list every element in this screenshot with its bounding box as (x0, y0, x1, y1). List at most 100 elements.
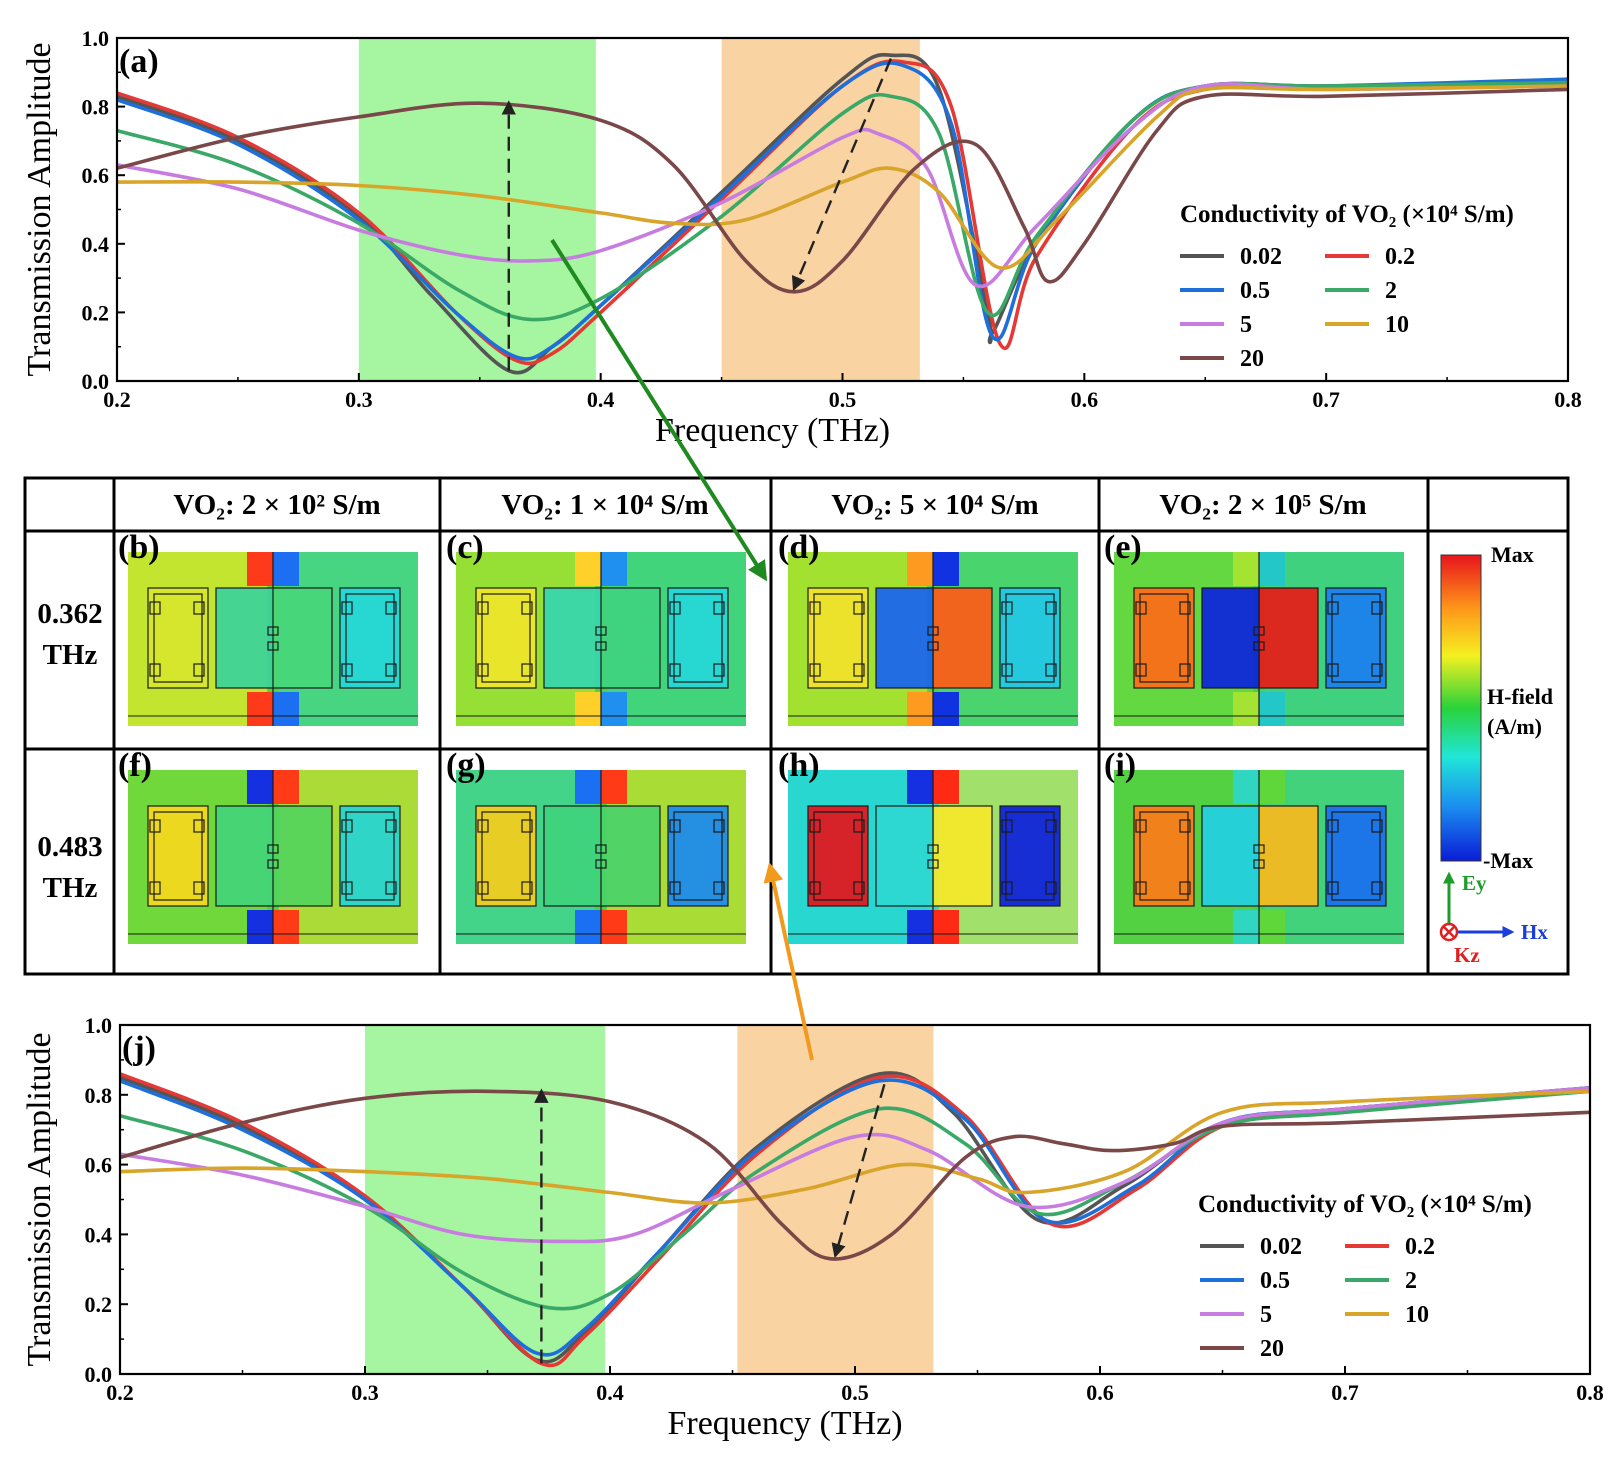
resonator-fill (808, 806, 868, 906)
resonator-tab (385, 819, 397, 833)
field-hotspot-top-left (1233, 552, 1259, 586)
field-hotspot-bottom-right (933, 692, 959, 726)
panel-letter: (j) (122, 1030, 156, 1067)
x-axis-title: Frequency (THz) (667, 1405, 902, 1442)
resonator-fill (544, 806, 602, 906)
resonator-outline-left (475, 805, 537, 907)
resonator-tab (1327, 601, 1339, 615)
resonator-fill (934, 806, 992, 906)
resonator-inner-right (673, 811, 723, 901)
y-tick-label: 0.4 (85, 1222, 113, 1247)
resonator-fill (148, 806, 208, 906)
resonator-fill (148, 588, 208, 688)
resonator-fill (274, 588, 332, 688)
x-tick-label: 0.7 (1312, 387, 1340, 412)
plot-j: 0.2 0.3 0.4 0.5 0.6 0.7 0.80.00.20.40.60.81.0F… (21, 1013, 1604, 1442)
resonator-fill (274, 806, 332, 906)
colorbar-max-label: Max (1491, 542, 1534, 567)
resonator-tab (1045, 819, 1057, 833)
resonator-tab (385, 881, 397, 895)
gap-box-top (595, 844, 607, 854)
field-map-cell-4: (e) (1104, 529, 1404, 726)
resonator-tab (853, 881, 865, 895)
x-tick-label: 0.4 (587, 387, 615, 412)
resonator-outline-right (1325, 805, 1387, 907)
field-map-grid: VO₂: 2 × 10² S/m VO₂: 1 × 10⁴ S/m VO₂: 5… (23, 476, 1570, 976)
resonator-tab (1045, 881, 1057, 895)
resonator-tab (477, 601, 489, 615)
field-map-cell-2: (c) (446, 529, 746, 726)
x-tick-label: 0.5 (829, 387, 857, 412)
resonator-tab (1045, 601, 1057, 615)
field-hotspot-top-right (601, 770, 627, 804)
field-hotspot-bottom-right (1259, 910, 1285, 944)
resonator-outline-center (875, 805, 993, 907)
colorbar (1440, 554, 1482, 862)
field-map-cells: (b) (c) (d) (e) (f) (g) (h) (i) (118, 529, 1404, 944)
resonator-outline-right (667, 805, 729, 907)
field-map-cell-7: (h) (778, 747, 1078, 944)
resonator-fill (1326, 588, 1386, 688)
gap-box-bottom (267, 641, 279, 651)
gap-box-top (267, 626, 279, 636)
gap-box-top (927, 626, 939, 636)
x-tick-label: 0.6 (1086, 1380, 1114, 1405)
x-tick-label: 0.5 (841, 1380, 869, 1405)
resonator-tab (149, 663, 161, 677)
field-hotspot-bottom-right (601, 692, 627, 726)
resonator-inner-left (813, 811, 863, 901)
x-tick-label: 0.4 (596, 1380, 624, 1405)
y-tick-label: 0.6 (85, 1153, 113, 1178)
field-hotspot-top-right (273, 770, 299, 804)
resonator-tab (149, 819, 161, 833)
field-hotspot-top-left (247, 770, 273, 804)
resonator-tab (1045, 663, 1057, 677)
col-header-3: VO₂: 5 × 10⁴ S/m (831, 489, 1038, 521)
field-map-cell-3: (d) (778, 529, 1078, 726)
series-line-5 (116, 82, 1569, 289)
trend-arrow-2 (831, 1083, 886, 1259)
field-hotspot-bottom-left (247, 692, 273, 726)
legend-title: Conductivity of VO₂ (×10⁴ S/m) (1180, 201, 1514, 228)
kz-cross-2 (1442, 925, 1456, 939)
x-tick-label: 0.3 (345, 387, 373, 412)
legend-label-0.2: 0.2 (1385, 244, 1415, 270)
resonator-inner-left (1139, 811, 1189, 901)
resonator-fill (216, 588, 274, 688)
resonator-tab (521, 881, 533, 895)
gap-box-top (595, 626, 607, 636)
legend-label-2: 2 (1405, 1268, 1417, 1294)
legend-label-5: 5 (1260, 1302, 1272, 1328)
field-hotspot-bottom-left (907, 910, 933, 944)
resonator-outline-center (875, 587, 993, 689)
resonator-fill (1134, 588, 1194, 688)
field-hotspot-top-right (933, 770, 959, 804)
plot-a: 0.2 0.3 0.4 0.5 0.6 0.7 0.80.00.20.40.60.81.0F… (21, 26, 1582, 449)
field-hotspot-bottom-left (1233, 910, 1259, 944)
resonator-tab (1135, 663, 1147, 677)
resonator-fill (1202, 588, 1260, 688)
resonator-fill (1134, 806, 1194, 906)
resonator-tab (853, 819, 865, 833)
field-map-cell-1: (b) (118, 529, 418, 726)
field-hotspot-bottom-left (247, 910, 273, 944)
resonator-fill (476, 588, 536, 688)
resonator-tab (521, 819, 533, 833)
field-panel-letter: (g) (446, 747, 486, 784)
resonator-tab (1371, 881, 1383, 895)
x-tick-label: 0.2 (106, 1380, 134, 1405)
resonator-tab (669, 663, 681, 677)
row-label-2-unit: THz (43, 872, 98, 904)
field-hotspot-top-right (1259, 552, 1285, 586)
resonator-fill (808, 588, 868, 688)
field-panel-letter: (d) (778, 529, 820, 566)
resonator-tab (521, 601, 533, 615)
resonator-tab (1135, 601, 1147, 615)
row-label-1-unit: THz (43, 639, 98, 671)
field-panel-letter: (f) (118, 747, 152, 784)
resonator-outline-left (475, 587, 537, 689)
field-hotspot-bottom-right (273, 692, 299, 726)
legend-label-5: 5 (1240, 312, 1252, 338)
series-line-20 (116, 87, 1569, 294)
field-hotspot-bottom-left (907, 692, 933, 726)
